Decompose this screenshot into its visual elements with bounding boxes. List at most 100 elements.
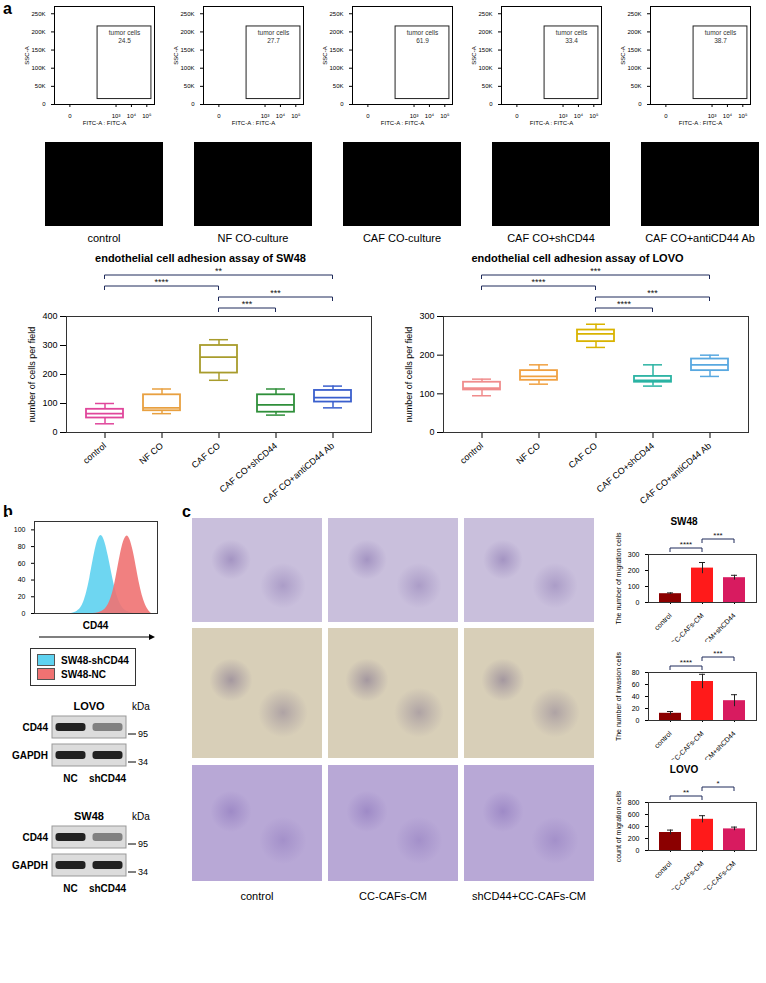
svg-text:100: 100 <box>42 398 57 408</box>
svg-text:NC: NC <box>63 773 77 784</box>
svg-text:GAPDH: GAPDH <box>12 750 48 761</box>
svg-text:NF CO: NF CO <box>514 441 542 467</box>
svg-text:The number of invasion cells: The number of invasion cells <box>615 651 622 741</box>
svg-text:****: **** <box>680 658 692 667</box>
svg-text:60: 60 <box>632 681 640 688</box>
svg-text:800: 800 <box>628 799 640 806</box>
svg-text:10⁵: 10⁵ <box>291 113 301 119</box>
svg-text:shCD44: shCD44 <box>89 773 127 784</box>
svg-text:NF CO: NF CO <box>137 441 165 467</box>
svg-text:200: 200 <box>628 567 640 574</box>
svg-text:tumor cells: tumor cells <box>258 29 290 36</box>
svg-text:250K: 250K <box>478 11 492 17</box>
svg-text:SSC-A: SSC-A <box>620 46 626 64</box>
svg-text:10⁴: 10⁴ <box>574 113 584 119</box>
svg-text:200K: 200K <box>627 29 641 35</box>
svg-text:250K: 250K <box>31 11 45 17</box>
svg-text:61.9: 61.9 <box>416 37 429 44</box>
svg-text:***: *** <box>590 266 601 276</box>
svg-text:CD44: CD44 <box>22 722 48 733</box>
svg-text:GAPDH: GAPDH <box>12 860 48 871</box>
svg-text:10⁵: 10⁵ <box>142 113 152 119</box>
svg-text:200: 200 <box>628 835 640 842</box>
svg-text:600: 600 <box>628 811 640 818</box>
svg-text:0: 0 <box>42 101 46 107</box>
svg-text:CD44: CD44 <box>22 832 48 843</box>
svg-text:80: 80 <box>632 669 640 676</box>
svg-text:CAF CO: CAF CO <box>567 441 599 471</box>
svg-text:200: 200 <box>42 369 57 379</box>
svg-text:FITC-A : FITC-A: FITC-A : FITC-A <box>530 120 573 126</box>
svg-text:34: 34 <box>138 867 148 877</box>
svg-text:250K: 250K <box>627 11 641 17</box>
svg-text:33.4: 33.4 <box>565 37 578 44</box>
svg-text:10⁵: 10⁵ <box>589 113 599 119</box>
svg-text:300: 300 <box>42 340 57 350</box>
svg-text:10³: 10³ <box>410 113 419 119</box>
svg-text:count of migration cells: count of migration cells <box>615 790 623 862</box>
svg-text:SSC-A: SSC-A <box>24 46 30 64</box>
svg-text:****: **** <box>617 299 632 309</box>
svg-text:150K: 150K <box>329 47 343 53</box>
svg-text:60: 60 <box>18 560 26 567</box>
svg-text:FITC-A : FITC-A: FITC-A : FITC-A <box>83 120 126 126</box>
svg-text:***: *** <box>647 288 658 298</box>
svg-text:24.5: 24.5 <box>118 37 131 44</box>
svg-text:NC: NC <box>63 883 77 894</box>
svg-text:100: 100 <box>628 583 640 590</box>
svg-text:control: control <box>458 441 485 466</box>
svg-text:20: 20 <box>632 705 640 712</box>
svg-text:control: control <box>653 729 673 749</box>
svg-text:250K: 250K <box>329 11 343 17</box>
svg-text:SSC-A: SSC-A <box>471 46 477 64</box>
svg-text:****: **** <box>531 277 546 287</box>
svg-text:CC-CAFs-CM: CC-CAFs-CM <box>669 860 705 890</box>
svg-text:0: 0 <box>636 717 640 724</box>
svg-text:The number of migration cells: The number of migration cells <box>615 532 623 625</box>
svg-text:150K: 150K <box>627 47 641 53</box>
svg-text:50K: 50K <box>35 83 46 89</box>
svg-text:0: 0 <box>191 101 195 107</box>
svg-text:10⁵: 10⁵ <box>440 113 450 119</box>
svg-text:CAF CO+shCD44: CAF CO+shCD44 <box>595 441 656 495</box>
svg-text:95: 95 <box>138 729 148 739</box>
svg-text:CC-CAFs-CM+shCD44: CC-CAFs-CM+shCD44 <box>681 730 737 760</box>
svg-text:SSC-A: SSC-A <box>173 46 179 64</box>
svg-text:40: 40 <box>632 693 640 700</box>
svg-text:100K: 100K <box>180 65 194 71</box>
svg-text:200: 200 <box>419 350 434 360</box>
svg-text:10⁴: 10⁴ <box>276 113 286 119</box>
svg-text:0: 0 <box>366 113 370 119</box>
svg-text:control: control <box>653 611 673 631</box>
svg-text:tumor cells: tumor cells <box>109 29 141 36</box>
svg-text:shCD44: shCD44 <box>89 883 127 894</box>
svg-text:CC-CAFs-CM: CC-CAFs-CM <box>669 730 705 760</box>
svg-text:100K: 100K <box>627 65 641 71</box>
svg-text:**: ** <box>215 266 223 276</box>
svg-text:100: 100 <box>419 389 434 399</box>
svg-text:200K: 200K <box>329 29 343 35</box>
svg-text:10³: 10³ <box>559 113 568 119</box>
svg-text:10⁴: 10⁴ <box>127 113 137 119</box>
svg-text:150K: 150K <box>31 47 45 53</box>
svg-text:200K: 200K <box>180 29 194 35</box>
svg-text:*: * <box>716 779 719 788</box>
svg-text:SSC-A: SSC-A <box>322 46 328 64</box>
svg-text:50K: 50K <box>184 83 195 89</box>
svg-text:10⁵: 10⁵ <box>738 113 748 119</box>
svg-text:150K: 150K <box>478 47 492 53</box>
svg-text:20: 20 <box>18 593 26 600</box>
svg-text:control: control <box>653 859 673 879</box>
svg-text:CAF CO+shCD44: CAF CO+shCD44 <box>218 441 279 495</box>
svg-text:10⁴: 10⁴ <box>723 113 733 119</box>
svg-text:shCD44+CC-CAFs-CM: shCD44+CC-CAFs-CM <box>681 860 737 890</box>
svg-text:27.7: 27.7 <box>267 37 280 44</box>
svg-text:100K: 100K <box>31 65 45 71</box>
svg-text:250K: 250K <box>180 11 194 17</box>
svg-text:40: 40 <box>18 576 26 583</box>
svg-text:400: 400 <box>628 823 640 830</box>
svg-text:0: 0 <box>638 101 642 107</box>
svg-text:100K: 100K <box>478 65 492 71</box>
svg-text:400: 400 <box>42 311 57 321</box>
svg-text:34: 34 <box>138 757 148 767</box>
